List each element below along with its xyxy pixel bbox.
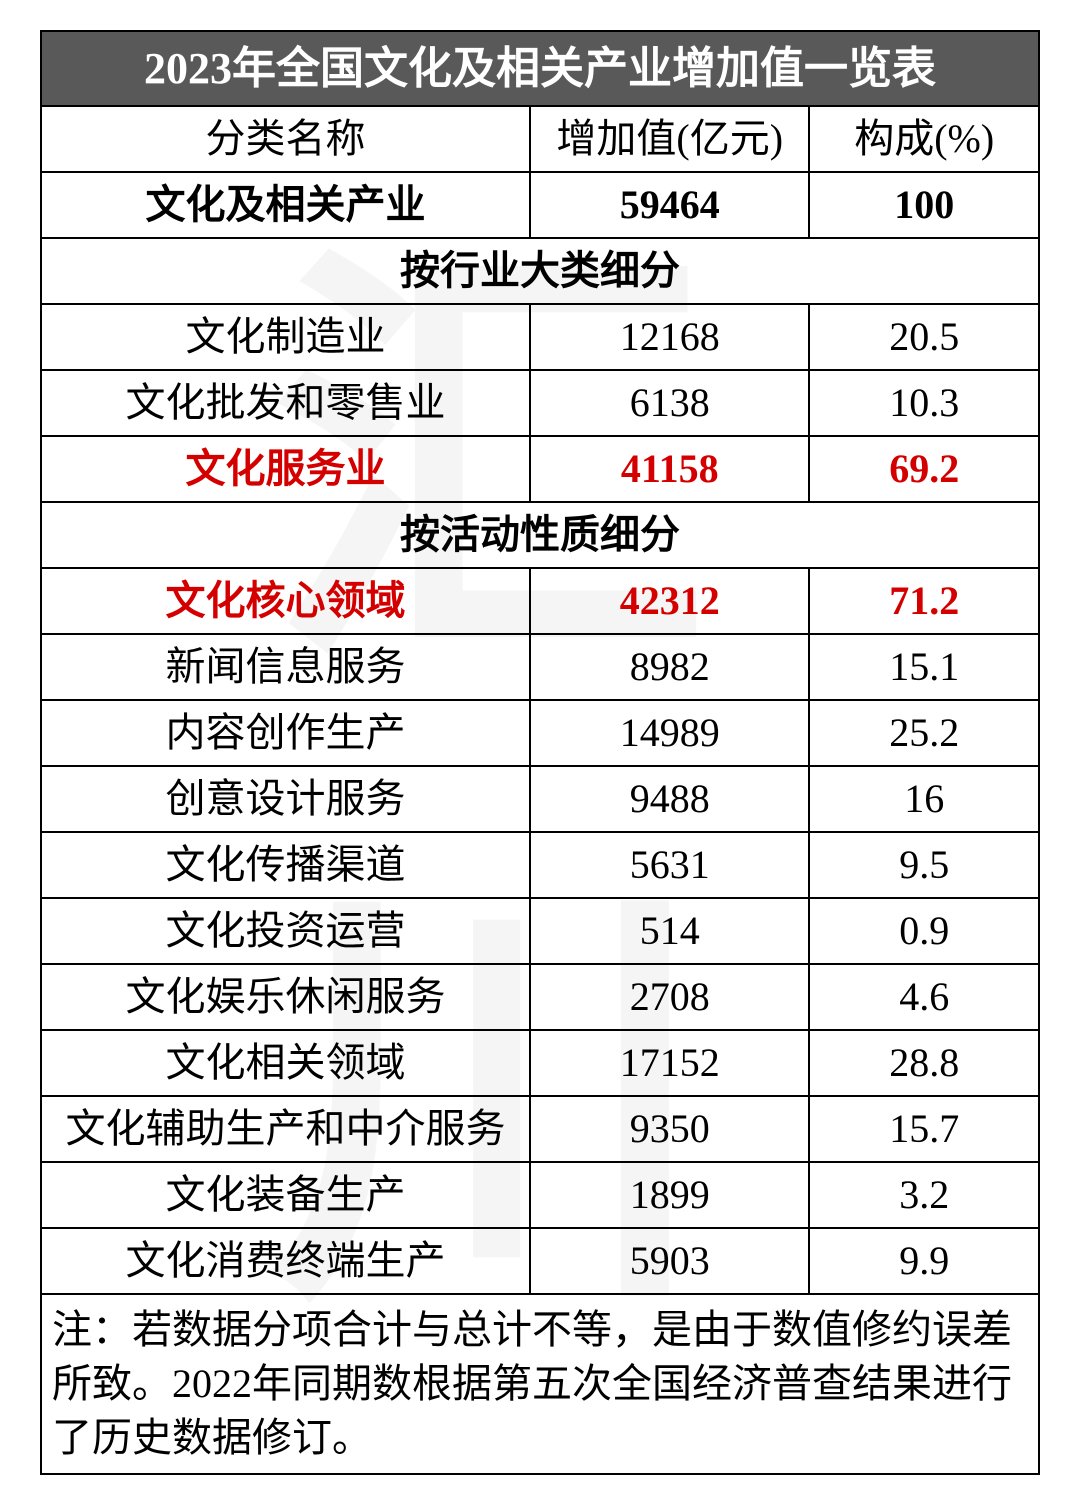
row-percent: 0.9	[809, 898, 1039, 964]
row-name: 文化辅助生产和中介服务	[41, 1096, 530, 1162]
row-value: 9488	[530, 766, 809, 832]
header-row: 分类名称 增加值(亿元) 构成(%)	[41, 106, 1039, 172]
table-row: 文化装备生产18993.2	[41, 1162, 1039, 1228]
table-row: 文化传播渠道56319.5	[41, 832, 1039, 898]
row-percent: 15.7	[809, 1096, 1039, 1162]
row-name: 内容创作生产	[41, 700, 530, 766]
table-row: 创意设计服务948816	[41, 766, 1039, 832]
row-percent: 15.1	[809, 634, 1039, 700]
total-percent: 100	[809, 172, 1039, 238]
table-row: 文化投资运营5140.9	[41, 898, 1039, 964]
table-row: 文化辅助生产和中介服务935015.7	[41, 1096, 1039, 1162]
table-row: 文化相关领域1715228.8	[41, 1030, 1039, 1096]
section2-title: 按活动性质细分	[41, 502, 1039, 568]
row-percent: 25.2	[809, 700, 1039, 766]
row-name: 文化制造业	[41, 304, 530, 370]
row-value: 12168	[530, 304, 809, 370]
row-percent: 20.5	[809, 304, 1039, 370]
row-value: 2708	[530, 964, 809, 1030]
table-row: 文化服务业4115869.2	[41, 436, 1039, 502]
row-value: 5903	[530, 1228, 809, 1294]
section1-header: 按行业大类细分	[41, 238, 1039, 304]
row-name: 文化服务业	[41, 436, 530, 502]
title-row: 2023年全国文化及相关产业增加值一览表	[41, 31, 1039, 106]
row-name: 文化装备生产	[41, 1162, 530, 1228]
row-name: 文化消费终端生产	[41, 1228, 530, 1294]
row-value: 17152	[530, 1030, 809, 1096]
row-name: 新闻信息服务	[41, 634, 530, 700]
header-value: 增加值(亿元)	[530, 106, 809, 172]
row-name: 文化核心领域	[41, 568, 530, 634]
row-percent: 3.2	[809, 1162, 1039, 1228]
header-percent: 构成(%)	[809, 106, 1039, 172]
row-name: 文化批发和零售业	[41, 370, 530, 436]
footnote-text: 注：若数据分项合计与总计不等，是由于数值修约误差所致。2022年同期数根据第五次…	[41, 1294, 1039, 1474]
section1-title: 按行业大类细分	[41, 238, 1039, 304]
table-row: 内容创作生产1498925.2	[41, 700, 1039, 766]
row-name: 文化投资运营	[41, 898, 530, 964]
section2-header: 按活动性质细分	[41, 502, 1039, 568]
table-row: 文化娱乐休闲服务27084.6	[41, 964, 1039, 1030]
table-title: 2023年全国文化及相关产业增加值一览表	[41, 31, 1039, 106]
row-percent: 69.2	[809, 436, 1039, 502]
footnote-row: 注：若数据分项合计与总计不等，是由于数值修约误差所致。2022年同期数根据第五次…	[41, 1294, 1039, 1474]
row-value: 42312	[530, 568, 809, 634]
row-percent: 9.9	[809, 1228, 1039, 1294]
row-value: 8982	[530, 634, 809, 700]
row-percent: 4.6	[809, 964, 1039, 1030]
header-name: 分类名称	[41, 106, 530, 172]
row-value: 514	[530, 898, 809, 964]
row-value: 5631	[530, 832, 809, 898]
row-percent: 10.3	[809, 370, 1039, 436]
row-percent: 9.5	[809, 832, 1039, 898]
row-value: 9350	[530, 1096, 809, 1162]
total-name: 文化及相关产业	[41, 172, 530, 238]
row-percent: 28.8	[809, 1030, 1039, 1096]
row-name: 文化传播渠道	[41, 832, 530, 898]
row-name: 文化娱乐休闲服务	[41, 964, 530, 1030]
row-percent: 16	[809, 766, 1039, 832]
table-row: 文化核心领域4231271.2	[41, 568, 1039, 634]
row-value: 6138	[530, 370, 809, 436]
total-row: 文化及相关产业 59464 100	[41, 172, 1039, 238]
table-row: 文化制造业1216820.5	[41, 304, 1039, 370]
total-value: 59464	[530, 172, 809, 238]
data-table: 2023年全国文化及相关产业增加值一览表 分类名称 增加值(亿元) 构成(%) …	[40, 30, 1040, 1475]
row-name: 创意设计服务	[41, 766, 530, 832]
row-value: 1899	[530, 1162, 809, 1228]
table-row: 文化批发和零售业613810.3	[41, 370, 1039, 436]
table-row: 新闻信息服务898215.1	[41, 634, 1039, 700]
table-row: 文化消费终端生产59039.9	[41, 1228, 1039, 1294]
row-name: 文化相关领域	[41, 1030, 530, 1096]
row-percent: 71.2	[809, 568, 1039, 634]
row-value: 41158	[530, 436, 809, 502]
row-value: 14989	[530, 700, 809, 766]
